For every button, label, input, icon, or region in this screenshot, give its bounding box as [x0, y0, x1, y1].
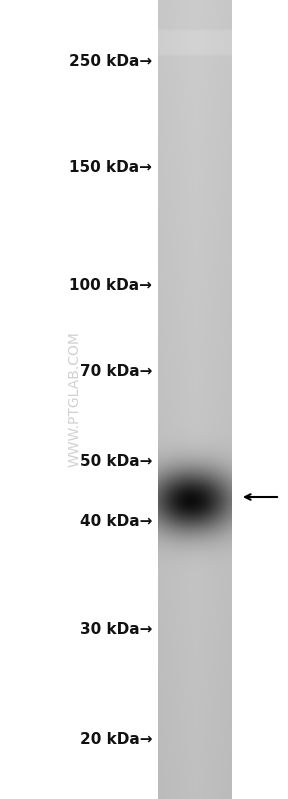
Text: 40 kDa→: 40 kDa→: [79, 515, 152, 530]
Text: 20 kDa→: 20 kDa→: [79, 733, 152, 748]
Text: 50 kDa→: 50 kDa→: [79, 455, 152, 470]
Text: 100 kDa→: 100 kDa→: [69, 279, 152, 293]
Text: 150 kDa→: 150 kDa→: [69, 161, 152, 176]
Text: 30 kDa→: 30 kDa→: [79, 622, 152, 638]
Text: WWW.PTGLAB.COM: WWW.PTGLAB.COM: [68, 332, 82, 467]
Text: 70 kDa→: 70 kDa→: [79, 364, 152, 380]
Text: 250 kDa→: 250 kDa→: [69, 54, 152, 70]
